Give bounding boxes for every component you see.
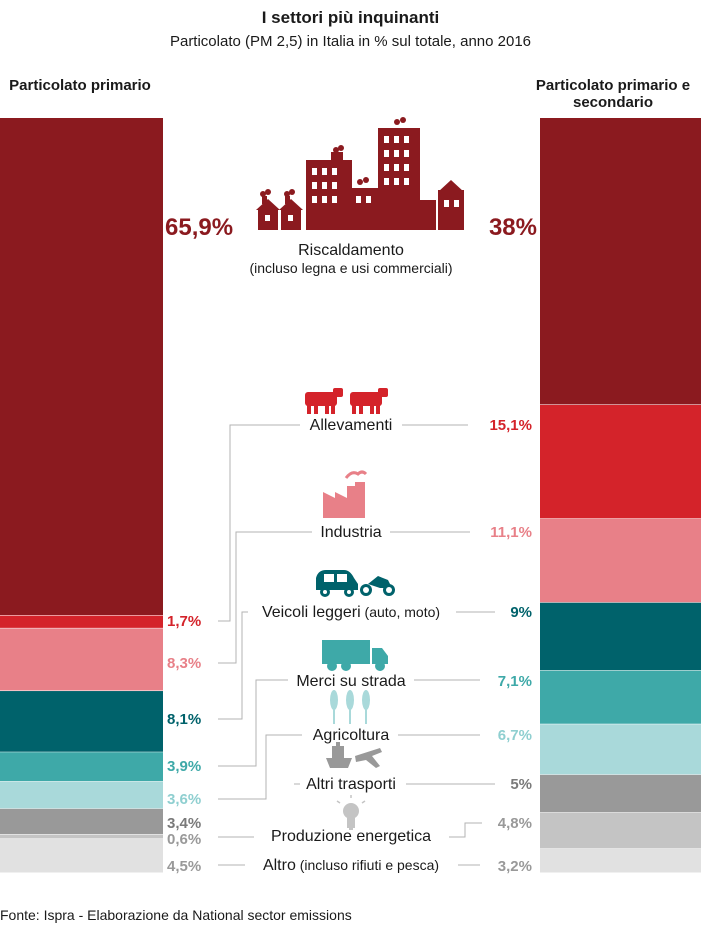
pct-label-secondary: 9%	[510, 604, 532, 621]
bar-segment-secondary-allevamenti	[540, 404, 701, 519]
wheat-icon	[330, 690, 370, 724]
truck-icon	[322, 640, 388, 671]
category-label: Allevamenti	[310, 417, 393, 434]
pct-label-secondary: 5%	[510, 776, 532, 793]
category-label: Altri trasporti	[306, 776, 396, 793]
bar-segment-primary-produzione-energetica	[0, 834, 163, 840]
pct-label-primary: 3,6%	[167, 791, 201, 808]
bar-segment-secondary-altro	[540, 848, 701, 873]
factory-icon	[323, 470, 368, 518]
column-header-primary-secondary: Particolato primario e secondario	[535, 77, 691, 111]
pct-label-primary: 0,6%	[167, 831, 201, 848]
pct-label-secondary: 15,1%	[489, 417, 532, 434]
bar-segment-primary-agricoltura	[0, 781, 163, 809]
pct-label-primary: 3,9%	[167, 758, 201, 775]
category-label: Merci su strada	[296, 673, 405, 690]
pct-label-secondary: 3,2%	[498, 858, 532, 875]
bar-segment-primary-altri-trasporti	[0, 808, 163, 835]
bar-segment-primary-veicoli-leggeri	[0, 691, 163, 753]
chart-title: I settori più inquinanti	[261, 8, 440, 27]
bar-segment-primary-merci-su-strada	[0, 752, 163, 782]
category-label: Altro (incluso rifiuti e pesca)	[263, 857, 439, 874]
bar-segment-primary-riscaldamento	[0, 118, 163, 616]
category-note: (incluso legna e usi commerciali)	[249, 260, 452, 276]
pct-label-secondary: 7,1%	[498, 673, 532, 690]
pct-label-primary: 65,9%	[165, 214, 233, 241]
leader-line-left-4	[218, 679, 288, 767]
category-label: Industria	[320, 524, 381, 541]
category-icons	[256, 117, 464, 830]
pct-label-secondary: 38%	[489, 214, 537, 241]
pct-label-secondary: 4,8%	[498, 815, 532, 832]
pct-label-primary: 3,4%	[167, 815, 201, 832]
lightbulb-icon	[336, 795, 366, 830]
pct-label-primary: 8,3%	[167, 655, 201, 672]
leader-line-left-2	[218, 531, 312, 664]
pct-label-primary: 4,5%	[167, 858, 201, 875]
pct-label-primary: 8,1%	[167, 711, 201, 728]
bar-segment-secondary-altri-trasporti	[540, 774, 701, 813]
bar-segment-secondary-veicoli-leggeri	[540, 602, 701, 671]
chart-subtitle: Particolato (PM 2,5) in Italia in % sul …	[169, 33, 532, 50]
leader-line-left-5	[218, 734, 302, 800]
bar-segment-primary-allevamenti	[0, 615, 163, 629]
bar-segment-secondary-produzione-energetica	[540, 812, 701, 849]
leader-line-right-7	[449, 822, 482, 838]
bar-segment-primary-industria	[0, 628, 163, 692]
source-footer: Fonte: Ispra - Elaborazione da National …	[0, 907, 352, 923]
leader-line-left-3	[218, 611, 248, 720]
leader-line-left-1	[218, 424, 300, 622]
bar-segment-secondary-agricoltura	[540, 724, 701, 775]
bar-segment-secondary-riscaldamento	[540, 118, 701, 405]
category-label: Produzione energetica	[271, 828, 431, 845]
bar-segment-secondary-merci-su-strada	[540, 670, 701, 725]
column-header-primary: Particolato primario	[9, 77, 151, 94]
category-label: Agricoltura	[313, 727, 390, 744]
buildings-icon	[256, 117, 464, 230]
bar-segment-primary-altro	[0, 839, 163, 873]
cows-icon	[305, 388, 388, 414]
pct-label-secondary: 6,7%	[498, 727, 532, 744]
pct-label-primary: 1,7%	[167, 613, 201, 630]
category-label: Riscaldamento	[298, 242, 404, 259]
bar-segment-secondary-industria	[540, 518, 701, 603]
pct-label-secondary: 11,1%	[490, 524, 532, 541]
ship-plane-icon	[326, 742, 382, 768]
category-label: Veicoli leggeri (auto, moto)	[262, 604, 440, 621]
